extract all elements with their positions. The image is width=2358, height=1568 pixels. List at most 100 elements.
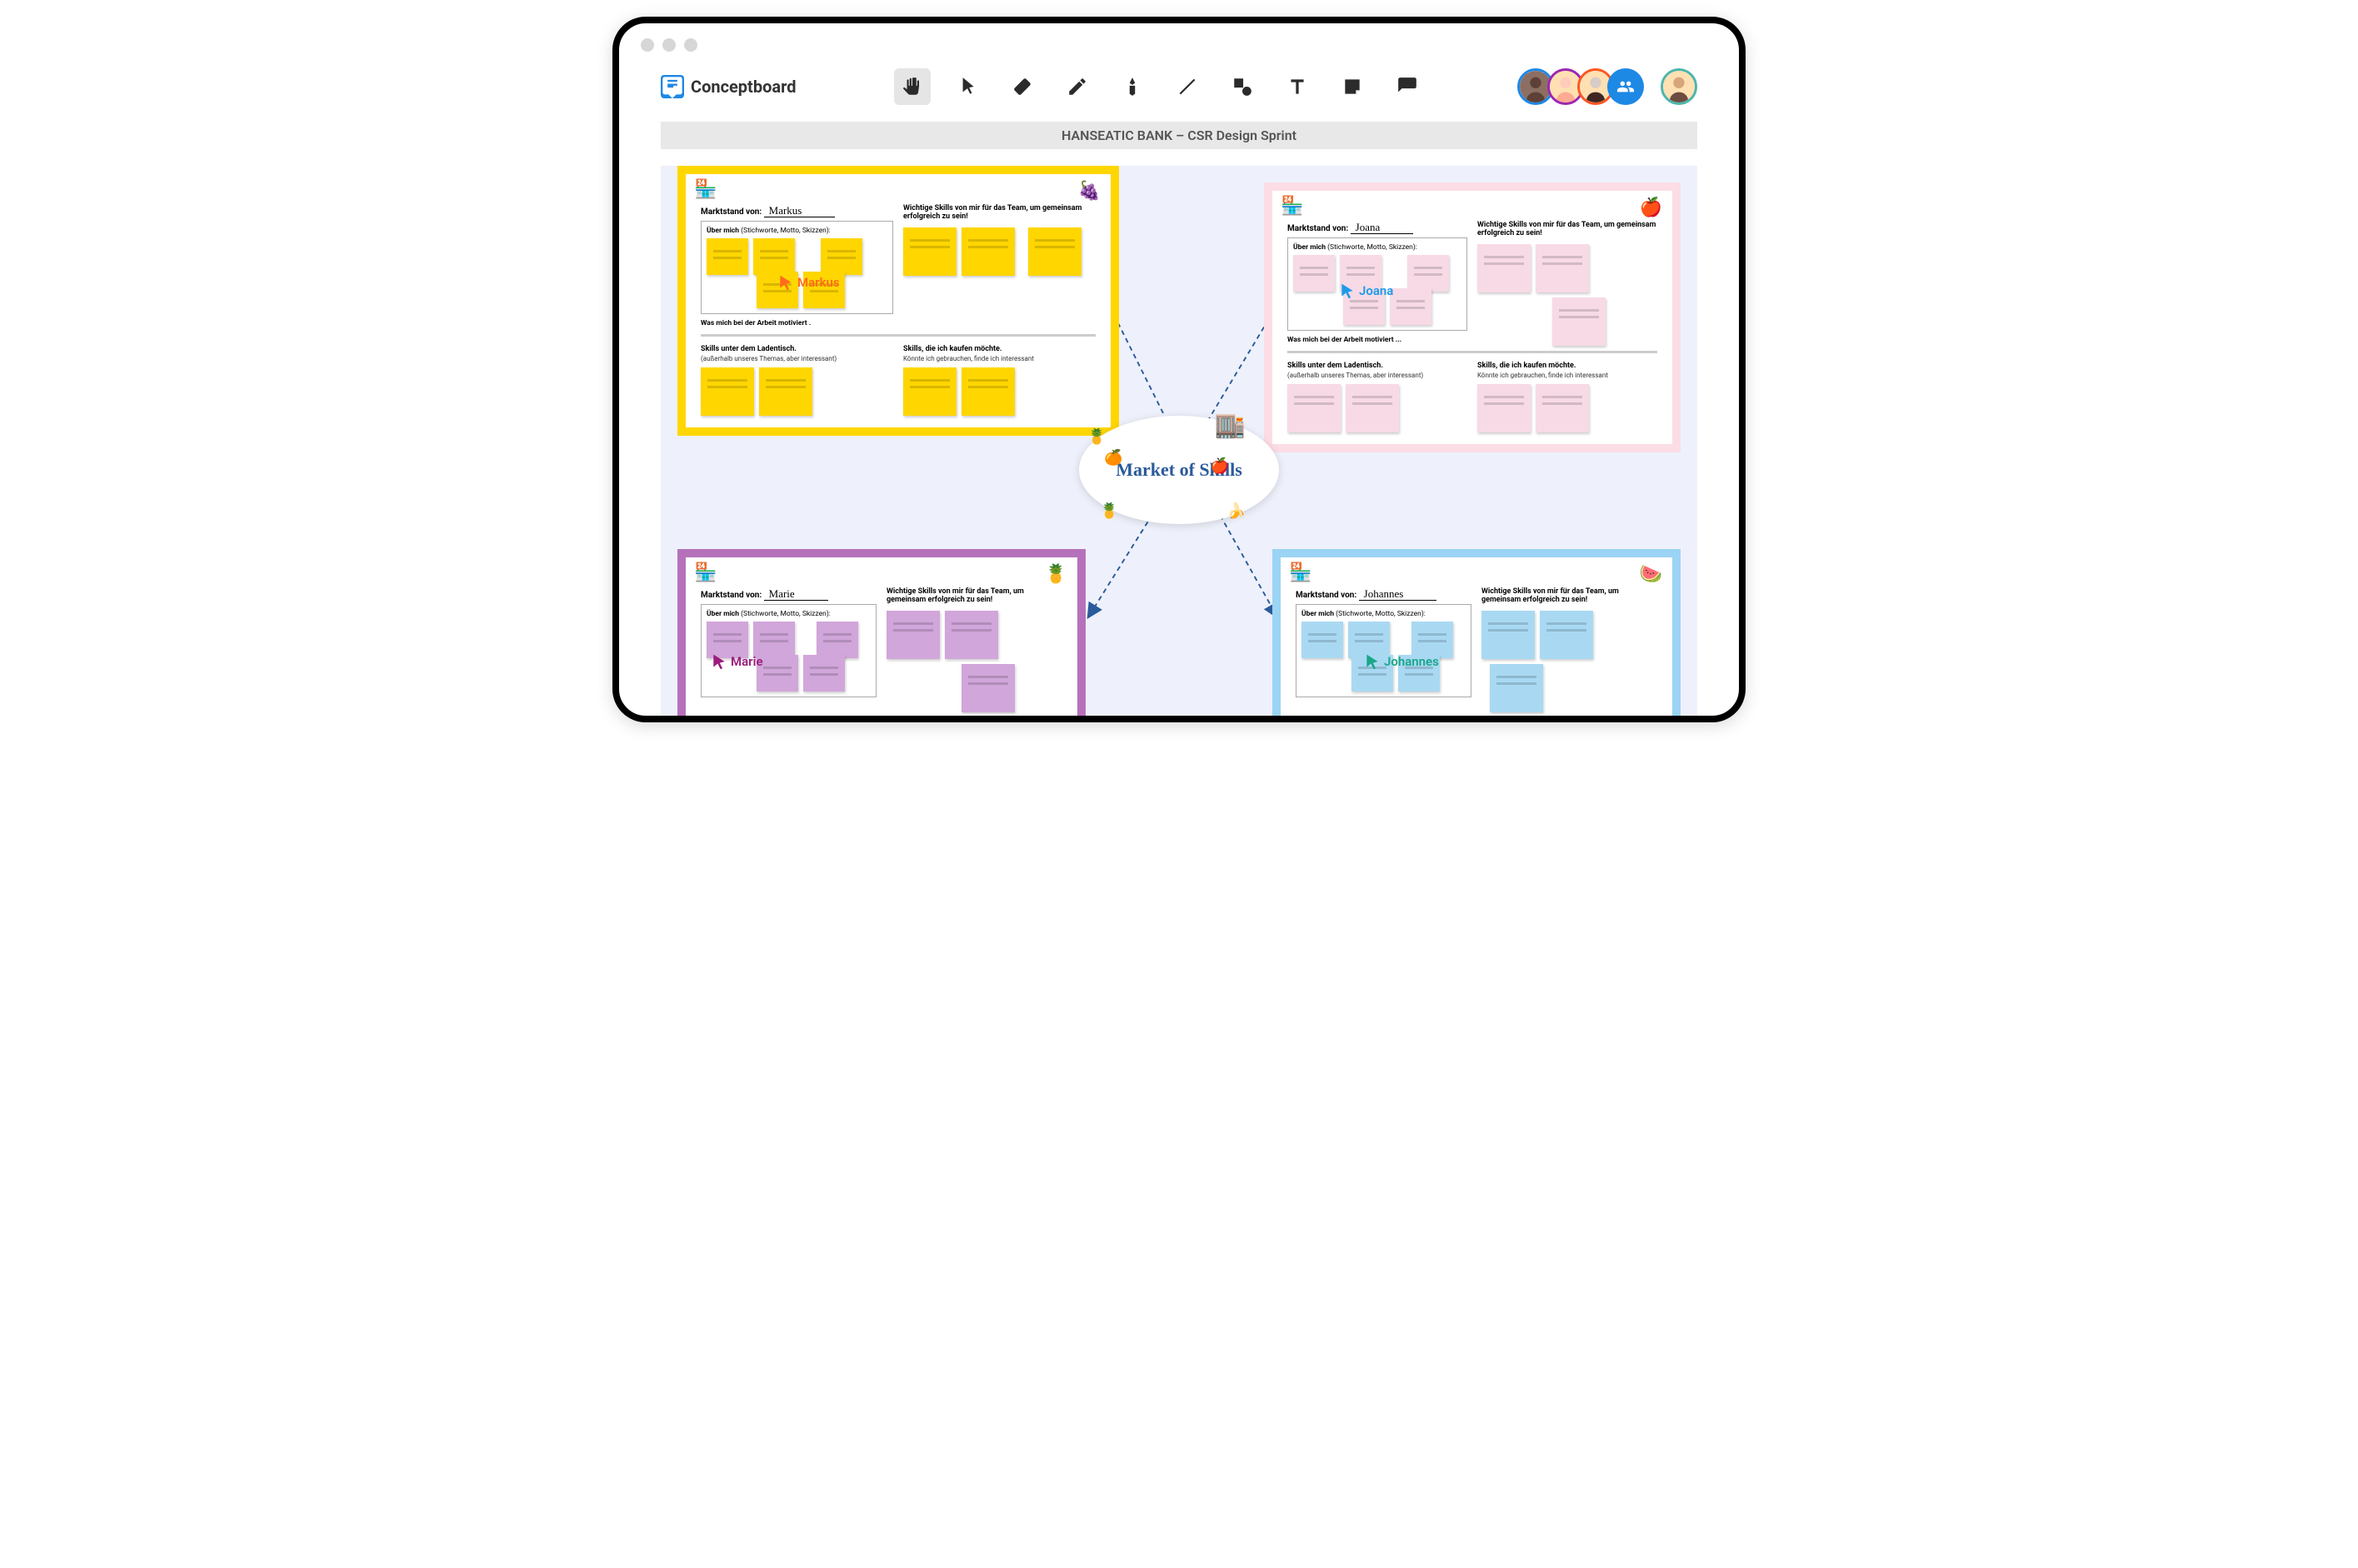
sticky-note[interactable] [1407,255,1449,292]
sticky-note[interactable] [1346,384,1399,432]
sticky-note[interactable] [1477,244,1531,292]
add-collaborator-button[interactable] [1607,68,1644,105]
motivation-label: Was mich bei der Arbeit motiviert ... [1287,336,1467,344]
about-title: Über mich (Stichworte, Motto, Skizzen): [707,610,871,618]
fruit-icon: 🍍 [1045,564,1067,585]
app-name: Conceptboard [691,77,796,97]
about-title: Über mich (Stichworte, Motto, Skizzen): [1301,610,1466,618]
sticky-note[interactable] [1481,611,1535,659]
sticky-note[interactable] [707,238,748,275]
skills-heading: Wichtige Skills von mir für das Team, um… [1477,221,1657,237]
sticky-note[interactable] [903,227,957,276]
market-stall-board[interactable]: 🏪 🍍 Marktstand von: Marie Über mich (Sti… [677,549,1086,716]
device-frame: Conceptboard HANSEATIC BANK – CSR Design… [612,17,1746,722]
sticky-note[interactable] [1348,622,1390,658]
stall-icon: 🏪 [694,179,717,200]
center-hub[interactable]: 🏬 Market of Skills 🍍 🍍 🍎 🍌 🍊 [1079,416,1279,524]
sticky-note[interactable] [962,367,1015,416]
collaborator-avatars [1524,68,1697,105]
sticky-note[interactable] [1536,244,1589,292]
tool-marker[interactable] [1114,68,1151,105]
sticky-note[interactable] [707,622,748,658]
divider [701,334,1096,337]
about-box[interactable]: Über mich (Stichworte, Motto, Skizzen): [1296,604,1471,697]
owner-name: Johannes [1359,587,1437,601]
sticky-note[interactable] [945,611,998,659]
skills-heading: Wichtige Skills von mir für das Team, um… [1481,587,1657,604]
sticky-note[interactable] [1340,255,1381,292]
sticky-note[interactable] [753,622,795,658]
sticky-note[interactable] [1490,664,1543,712]
fruit-icon: 🍌 [1227,502,1246,520]
traffic-light-dot [641,38,654,52]
owner-name: Markus [764,204,836,217]
sticky-note[interactable] [1293,255,1335,292]
market-stall-board[interactable]: 🏪 🍉 Marktstand von: Johannes Über mich (… [1272,549,1681,716]
fruit-icon: 🍊 [1104,449,1122,467]
market-stall-board[interactable]: 🏪 🍎 Marktstand von: Joana Über mich (Sti… [1264,182,1681,452]
under-counter-sub: (außerhalb unseres Themas, aber interess… [701,355,893,362]
sticky-note[interactable] [759,367,812,416]
owner-line: Marktstand von: Joana [1287,221,1467,234]
about-box[interactable]: Über mich (Stichworte, Motto, Skizzen): [701,604,877,697]
tool-line[interactable] [1169,68,1206,105]
want-buy-sub: Könnte ich gebrauchen, finde ich interes… [1477,372,1657,379]
sticky-note[interactable] [803,272,845,308]
sticky-note[interactable] [821,238,862,275]
sticky-note[interactable] [1552,297,1606,346]
page-title: HANSEATIC BANK – CSR Design Sprint [661,122,1697,149]
app-logo[interactable]: Conceptboard [661,75,796,98]
sticky-note[interactable] [1287,384,1341,432]
sticky-note[interactable] [903,367,957,416]
stall-icon: 🏪 [1281,196,1303,217]
tool-text[interactable] [1279,68,1316,105]
sticky-note[interactable] [1477,384,1531,432]
owner-name: Marie [764,587,828,601]
tool-pen[interactable] [1059,68,1096,105]
sticky-note[interactable] [1351,655,1393,692]
tool-sticky[interactable] [1334,68,1371,105]
sticky-note[interactable] [701,367,754,416]
fruit-icon: 🍇 [1078,181,1101,202]
tool-hand[interactable] [894,68,931,105]
sticky-note[interactable] [753,238,795,275]
fruit-icon: 🍉 [1640,564,1662,585]
stall-icon: 🏪 [694,562,717,583]
under-counter-sub: (außerhalb unseres Themas, aber interess… [1287,372,1467,379]
sticky-note[interactable] [1301,622,1343,658]
sticky-note[interactable] [757,655,798,692]
fruit-icon: 🍍 [1100,502,1118,520]
sticky-note[interactable] [803,655,845,692]
canvas[interactable]: 🏪 🍇 Marktstand von: Markus Über mich (St… [661,166,1697,716]
tool-comment[interactable] [1389,68,1426,105]
sticky-note[interactable] [817,622,858,658]
sticky-note[interactable] [887,611,940,659]
owner-name: Joana [1351,221,1414,234]
sticky-note[interactable] [1540,611,1593,659]
tool-select[interactable] [949,68,986,105]
sticky-note[interactable] [1390,288,1431,325]
under-counter-label: Skills unter dem Ladentisch. [1287,362,1467,370]
owner-line: Marktstand von: Markus [701,204,893,217]
toolbar [796,68,1524,105]
tool-shape[interactable] [1224,68,1261,105]
traffic-lights [619,23,1739,60]
skills-heading: Wichtige Skills von mir für das Team, um… [887,587,1062,604]
self-avatar[interactable] [1661,68,1697,105]
sticky-note[interactable] [1398,655,1440,692]
sticky-note[interactable] [1536,384,1589,432]
sticky-note[interactable] [1028,227,1082,276]
logo-badge-icon [661,75,684,98]
about-box[interactable]: Über mich (Stichworte, Motto, Skizzen): [1287,237,1467,331]
sticky-note[interactable] [1343,288,1385,325]
about-box[interactable]: Über mich (Stichworte, Motto, Skizzen): [701,221,893,314]
shop-icon: 🏬 [1215,411,1246,440]
market-stall-board[interactable]: 🏪 🍇 Marktstand von: Markus Über mich (St… [677,166,1119,436]
tool-eraser[interactable] [1004,68,1041,105]
sticky-note[interactable] [962,664,1015,712]
want-buy-label: Skills, die ich kaufen möchte. [903,345,1096,353]
fruit-icon: 🍎 [1640,197,1662,218]
sticky-note[interactable] [757,272,798,308]
sticky-note[interactable] [962,227,1015,276]
sticky-note[interactable] [1411,622,1453,658]
